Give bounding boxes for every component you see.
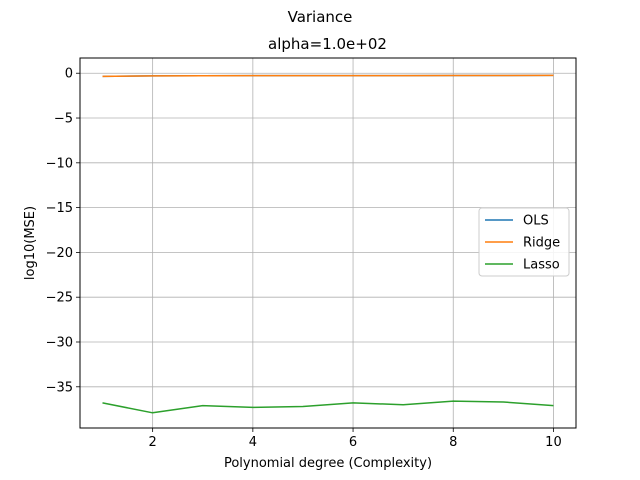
y-tick-label: −15 [46, 201, 73, 216]
series-line-lasso [102, 400, 554, 414]
legend-label-ridge: Ridge [523, 236, 560, 251]
y-tick-label: 0 [65, 67, 73, 82]
axes-title: alpha=1.0e+02 [268, 35, 387, 53]
y-tick-label: −10 [46, 156, 73, 171]
x-tick-label: 2 [149, 435, 157, 450]
x-tick-label: 4 [249, 435, 257, 450]
axes-frame [79, 57, 577, 429]
series-line-ridge [102, 74, 554, 78]
y-tick-label: −25 [46, 291, 73, 306]
x-axis-ticks: 2 4 6 8 10 [149, 428, 562, 450]
figure-suptitle: Variance [288, 8, 353, 26]
legend-label-ols: OLS [523, 214, 549, 229]
x-tick-label: 8 [449, 435, 457, 450]
legend-box [478, 207, 570, 277]
x-tick-label: 10 [545, 435, 562, 450]
plot-lines [102, 74, 554, 414]
x-axis-label: Polynomial degree (Complexity) [224, 456, 432, 471]
legend-label-lasso: Lasso [523, 258, 560, 273]
y-tick-label: −30 [46, 335, 73, 350]
legend: OLS Ridge Lasso [478, 207, 570, 277]
y-tick-label: −35 [46, 380, 73, 395]
y-tick-label: −5 [54, 112, 73, 127]
y-tick-label: −20 [46, 246, 73, 261]
y-axis-label: log10(MSE) [23, 206, 38, 280]
x-tick-label: 6 [349, 435, 357, 450]
y-axis-ticks: 0 −5 −10 −15 −20 −25 −30 −35 [46, 67, 80, 395]
